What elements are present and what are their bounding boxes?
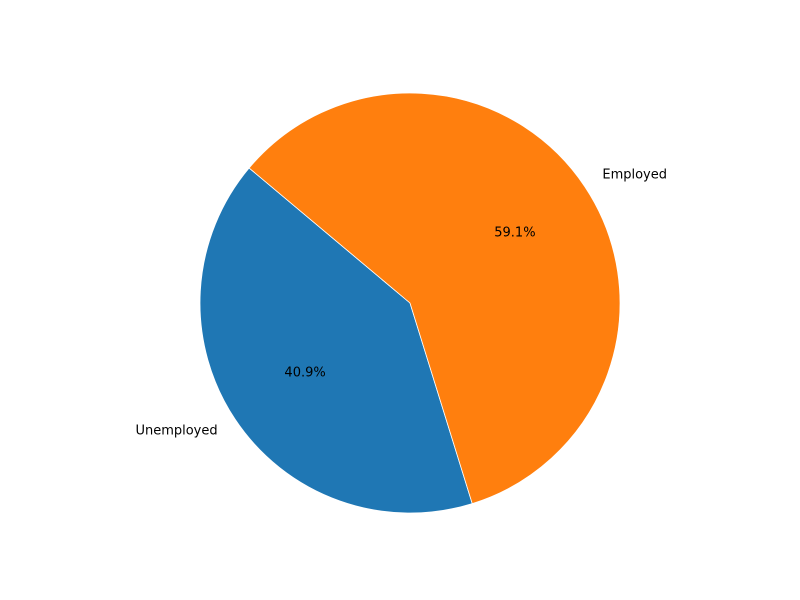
slice-percent-employed: 59.1%	[494, 226, 535, 241]
slice-label-employed: Employed	[602, 168, 667, 183]
pie-labels: Unemployed 40.9% Employed 59.1%	[135, 168, 667, 439]
slice-label-unemployed: Unemployed	[135, 423, 217, 438]
pie-slice-unemployed	[199, 167, 473, 514]
slice-percent-unemployed: 40.9%	[284, 365, 325, 380]
pie-slice-employed	[248, 92, 621, 504]
pie-slices	[199, 92, 621, 514]
